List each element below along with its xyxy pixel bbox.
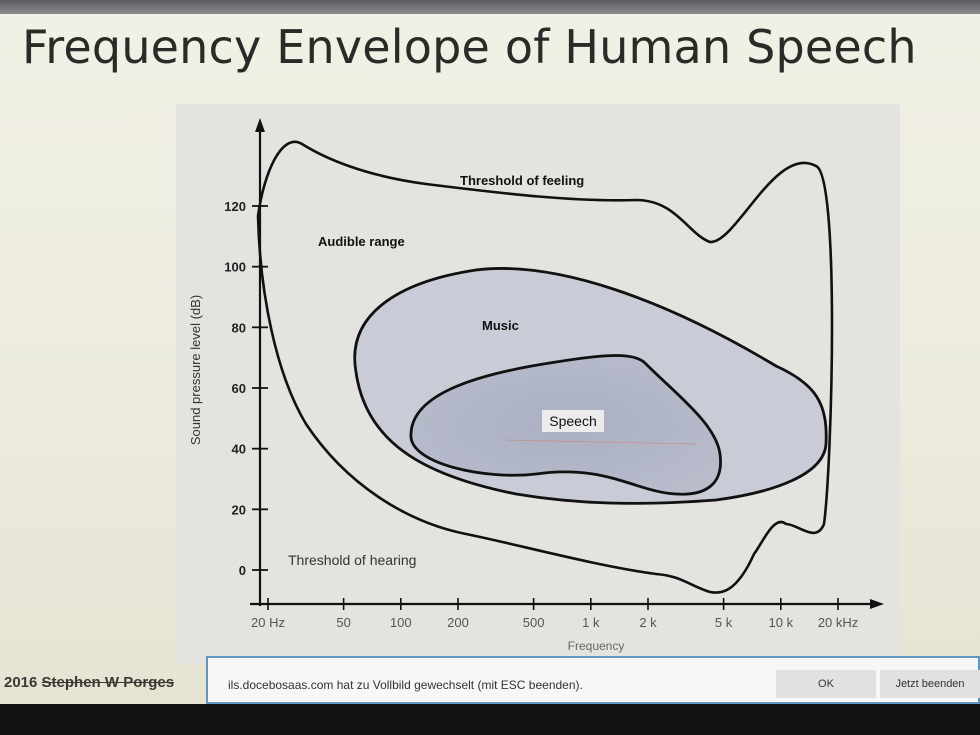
x-tick-label: 20 Hz (251, 615, 285, 630)
browser-top-edge (0, 0, 980, 14)
y-tick-label: 20 (232, 502, 246, 517)
x-tick-label: 20 kHz (818, 615, 858, 630)
ok-button[interactable]: OK (776, 670, 876, 698)
x-tick-label: 1 k (582, 615, 600, 630)
x-tick-label: 5 k (715, 615, 733, 630)
x-tick-label: 200 (447, 615, 469, 630)
audible-range-label: Audible range (318, 234, 405, 249)
y-axis-label: Sound pressure level (dB) (188, 295, 203, 445)
fullscreen-notification: ils.docebosaas.com hat zu Vollbild gewec… (206, 656, 980, 704)
x-tick-label: 500 (523, 615, 545, 630)
y-axis-ticks: 0 20 40 60 80 100 120 (224, 199, 268, 578)
music-label: Music (482, 318, 519, 333)
x-tick-label: 50 (336, 615, 350, 630)
slide-title: Frequency Envelope of Human Speech (22, 20, 917, 74)
y-tick-label: 40 (232, 442, 246, 457)
speech-label-box (542, 410, 604, 432)
frequency-envelope-chart: 0 20 40 60 80 100 120 20 Hz 50 100 200 500 1 k 2 k 5 … (188, 118, 884, 653)
exit-fullscreen-button[interactable]: Jetzt beenden (880, 670, 980, 698)
x-axis-arrow-icon (870, 599, 884, 609)
speech-label: Speech (549, 413, 596, 429)
fullscreen-message: ils.docebosaas.com hat zu Vollbild gewec… (228, 678, 583, 692)
y-tick-label: 120 (224, 199, 246, 214)
y-tick-label: 60 (232, 381, 246, 396)
footer-credit: 2016 Stephen W Porges (4, 674, 174, 691)
y-tick-label: 0 (239, 563, 246, 578)
threshold-of-hearing-label: Threshold of hearing (288, 552, 416, 568)
x-axis-ticks: 20 Hz 50 100 200 500 1 k 2 k 5 k 10 k 20 kHz (251, 598, 858, 630)
footer-author: Stephen W Porges (41, 674, 175, 691)
audible-range-outline (256, 140, 834, 594)
y-tick-label: 80 (232, 320, 246, 335)
chart-figure: 0 20 40 60 80 100 120 20 Hz 50 100 200 500 1 k 2 k 5 … (176, 104, 900, 664)
speech-tint-line (505, 439, 697, 445)
x-axis-label: Frequency (568, 639, 625, 653)
x-tick-label: 2 k (639, 615, 657, 630)
x-tick-label: 100 (390, 615, 412, 630)
y-tick-label: 100 (224, 260, 246, 275)
threshold-of-feeling-label: Threshold of feeling (460, 173, 584, 188)
footer-year: 2016 (4, 674, 38, 691)
x-tick-label: 10 k (769, 615, 794, 630)
screen-bottom-edge (0, 704, 980, 735)
y-axis-arrow-icon (255, 118, 265, 132)
